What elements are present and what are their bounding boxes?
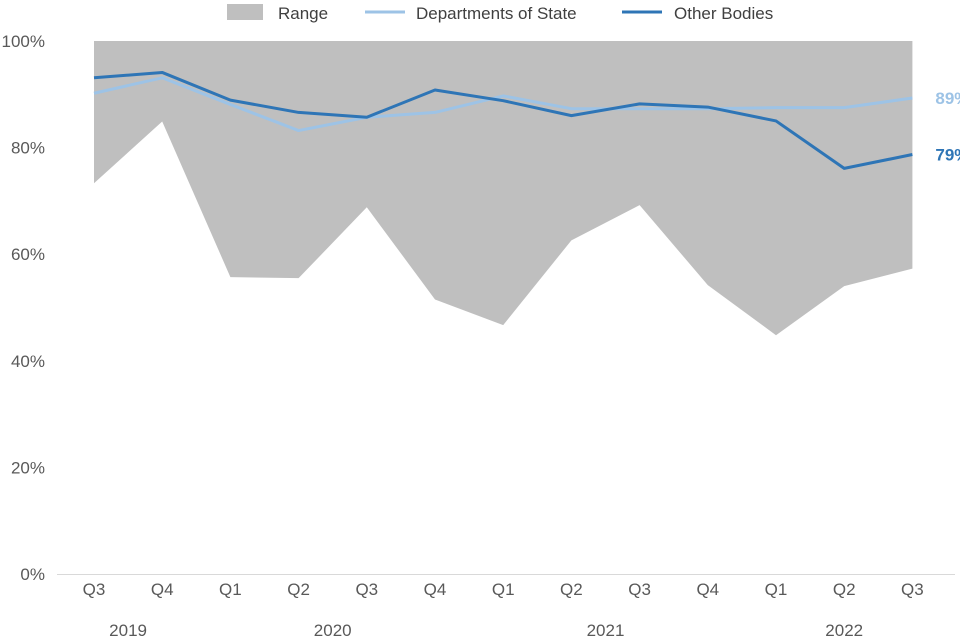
x-tick-label: Q4 <box>696 580 719 599</box>
x-tick-label: Q4 <box>424 580 447 599</box>
legend-swatch-range <box>227 4 263 20</box>
legend: Range Departments of State Other Bodies <box>227 4 773 23</box>
year-label: 2019 <box>109 621 147 640</box>
x-tick-label: Q4 <box>151 580 174 599</box>
y-tick-label: 40% <box>11 352 45 371</box>
end-label-departments-of-state: 89% <box>935 89 960 108</box>
x-tick-label: Q1 <box>765 580 788 599</box>
x-tick-label: Q3 <box>628 580 651 599</box>
series-line-departments-of-state <box>93 76 913 133</box>
legend-label-other-bodies: Other Bodies <box>674 4 773 23</box>
y-tick-label: 0% <box>20 565 45 584</box>
year-label: 2022 <box>825 621 863 640</box>
y-tick-label: 100% <box>2 32 45 51</box>
x-tick-label: Q3 <box>901 580 924 599</box>
legend-label-range: Range <box>278 4 328 23</box>
plot-area: 0% 20% 40% 60% 80% 100% Q3 Q4 Q1 Q2 Q3 Q4 Q1 Q2 Q3 Q4 Q1… <box>2 32 960 640</box>
end-label-other-bodies: 79% <box>935 146 960 165</box>
series-line-other-bodies <box>93 70 913 170</box>
x-tick-label: Q3 <box>83 580 106 599</box>
legend-label-departments: Departments of State <box>416 4 577 23</box>
year-label: 2020 <box>314 621 352 640</box>
y-tick-label: 60% <box>11 245 45 264</box>
y-tick-label: 20% <box>11 458 45 477</box>
x-tick-label: Q3 <box>355 580 378 599</box>
year-label: 2021 <box>587 621 625 640</box>
range-band <box>94 41 913 336</box>
x-tick-label: Q2 <box>833 580 856 599</box>
x-tick-label: Q2 <box>560 580 583 599</box>
y-tick-label: 80% <box>11 139 45 158</box>
x-tick-label: Q1 <box>219 580 242 599</box>
x-tick-label: Q2 <box>287 580 310 599</box>
x-tick-label: Q1 <box>492 580 515 599</box>
